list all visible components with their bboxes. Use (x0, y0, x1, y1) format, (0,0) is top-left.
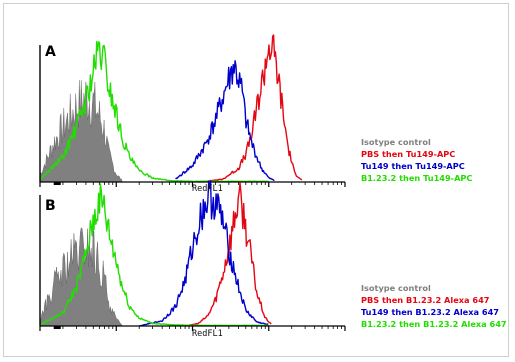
panel-a-histogram (39, 34, 346, 187)
series-line-3 (175, 60, 275, 182)
panel-a-letter: A (45, 44, 56, 60)
legend-a-entry-1: Isotype control (361, 137, 431, 147)
panel-a-legend: Isotype control PBS then Tu149-APC Tu149… (361, 137, 472, 183)
panel-a-x-axis-label: RedFL1 (192, 184, 223, 194)
panel-b-x-axis-label: RedFL1 (192, 329, 223, 339)
legend-b-entry-4: B1.23.2 then B1.23.2 Alexa 647 (361, 319, 507, 329)
legend-a-entry-2: PBS then Tu149-APC (361, 149, 455, 159)
series-line-3 (139, 180, 269, 327)
legend-b-entry-3: Tu149 then B1.23.2 Alexa 647 (361, 307, 499, 317)
legend-a-entry-4: B1.23.2 then Tu149-APC (361, 173, 472, 183)
series-line-4 (39, 183, 269, 327)
legend-b-entry-1: Isotype control (361, 283, 431, 293)
gate-marker (53, 326, 61, 329)
series-line-4 (39, 40, 269, 183)
legend-b-entry-2: PBS then B1.23.2 Alexa 647 (361, 295, 490, 305)
legend-a-entry-3: Tu149 then Tu149-APC (361, 161, 465, 171)
series-line-2 (198, 34, 303, 183)
panel-b-legend: Isotype control PBS then B1.23.2 Alexa 6… (361, 283, 507, 329)
panel-b-letter: B (45, 198, 56, 214)
series-isotype-histogram (39, 227, 123, 327)
gate-marker (53, 182, 61, 185)
panel-b-histogram (39, 180, 346, 331)
